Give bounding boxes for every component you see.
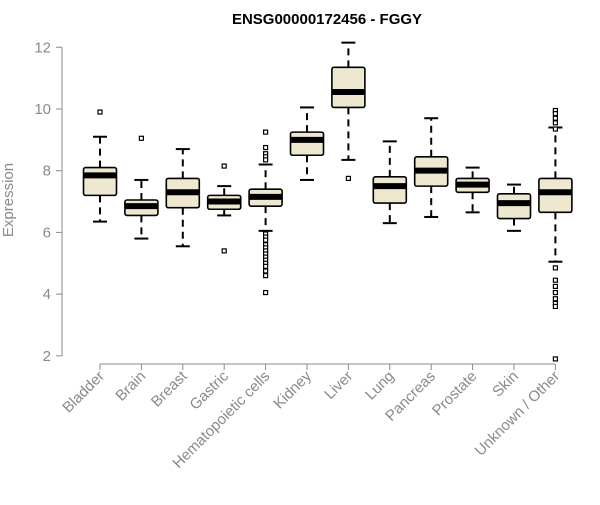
outlier-point xyxy=(138,135,144,141)
box-group-liver xyxy=(331,41,366,181)
box-group-bladder xyxy=(82,109,118,223)
box-group-skin xyxy=(496,183,532,232)
outlier-point xyxy=(552,356,559,362)
outlier-point xyxy=(552,283,559,289)
y-tick-label: 10 xyxy=(34,101,51,118)
x-category-label: Prostate xyxy=(429,368,481,420)
outlier-point xyxy=(552,126,559,132)
outlier-point xyxy=(263,289,269,296)
outlier-point xyxy=(263,237,269,243)
y-tick-label: 12 xyxy=(34,39,51,56)
x-category-label: Brain xyxy=(112,368,149,405)
outlier-point xyxy=(552,110,559,117)
iqr-box xyxy=(331,66,366,109)
y-tick-label: 2 xyxy=(43,348,51,365)
outlier-point xyxy=(97,109,103,115)
outlier-point xyxy=(263,263,269,269)
box-group-pancreas xyxy=(413,117,449,218)
x-category-label: Lung xyxy=(362,368,398,404)
box-group-unknown-other xyxy=(538,107,573,362)
outlier-point xyxy=(221,248,227,254)
x-category-label: Bladder xyxy=(59,368,108,417)
y-tick-label: 4 xyxy=(43,286,51,303)
outlier-point xyxy=(263,144,269,151)
iqr-box xyxy=(538,177,573,214)
chart-title: ENSG00000172456 - FGGY xyxy=(232,11,422,28)
outlier-point xyxy=(263,268,269,274)
iqr-box xyxy=(82,166,118,197)
outlier-point xyxy=(263,273,269,279)
outlier-point xyxy=(552,303,559,310)
outlier-point xyxy=(552,115,559,121)
outlier-point xyxy=(552,120,559,126)
y-tick-label: 6 xyxy=(43,224,51,241)
box-group-hematopoietic-cells xyxy=(248,129,283,296)
y-axis: 2 4 6 8 10 12 xyxy=(34,39,63,365)
iqr-box xyxy=(496,193,532,220)
outlier-point xyxy=(552,277,559,283)
x-category-label: Liver xyxy=(321,368,356,403)
box-group-gastric xyxy=(206,163,242,254)
outlier-point xyxy=(345,175,351,181)
box-group-prostate xyxy=(455,166,490,214)
x-category-label: Kidney xyxy=(270,367,315,412)
x-category-label: Breast xyxy=(148,367,191,410)
outlier-point xyxy=(552,289,559,296)
box-group-kidney xyxy=(289,106,325,181)
box-group-lung xyxy=(372,140,408,225)
x-category-label: Skin xyxy=(489,368,522,401)
outlier-point xyxy=(221,163,227,169)
box-group-brain xyxy=(124,135,159,240)
outlier-point xyxy=(263,129,269,135)
outlier-point xyxy=(552,296,559,302)
outlier-point xyxy=(263,157,269,163)
plot-area xyxy=(82,41,573,362)
outlier-point xyxy=(552,265,559,271)
iqr-box xyxy=(289,131,325,157)
iqr-box xyxy=(372,176,408,204)
box-group-breast xyxy=(165,148,201,248)
y-tick-label: 8 xyxy=(43,163,51,180)
y-axis-label: Expression xyxy=(0,163,17,237)
